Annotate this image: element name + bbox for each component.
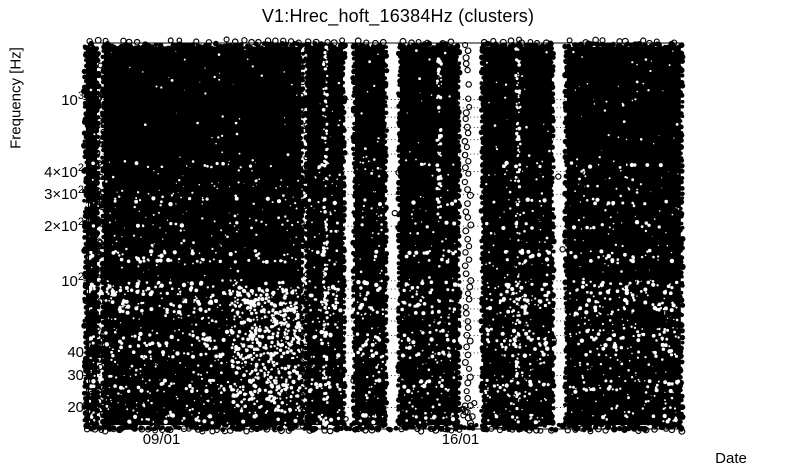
y-tick-label: 102 <box>61 270 84 290</box>
y-tick-label: 30 <box>67 366 84 384</box>
band-texture-speckle <box>85 45 681 427</box>
y-tick-label: 40 <box>67 344 84 362</box>
y-tick-label: 20 <box>67 398 84 416</box>
y-tick-label: 3×102 <box>44 184 84 204</box>
x-tick-label: 16/01 <box>441 431 480 448</box>
x-axis-title: Date <box>715 450 747 467</box>
x-tick-label: 09/01 <box>142 431 181 448</box>
y-tick-label: 103 <box>61 89 84 109</box>
plot-title: V1:Hrec_hoft_16384Hz (clusters) <box>261 6 535 26</box>
y-tick-label: 2×102 <box>44 216 84 236</box>
cluster-points-dense <box>81 40 686 433</box>
axes-frame <box>83 42 680 430</box>
y-tick-label: 4×102 <box>44 161 84 181</box>
